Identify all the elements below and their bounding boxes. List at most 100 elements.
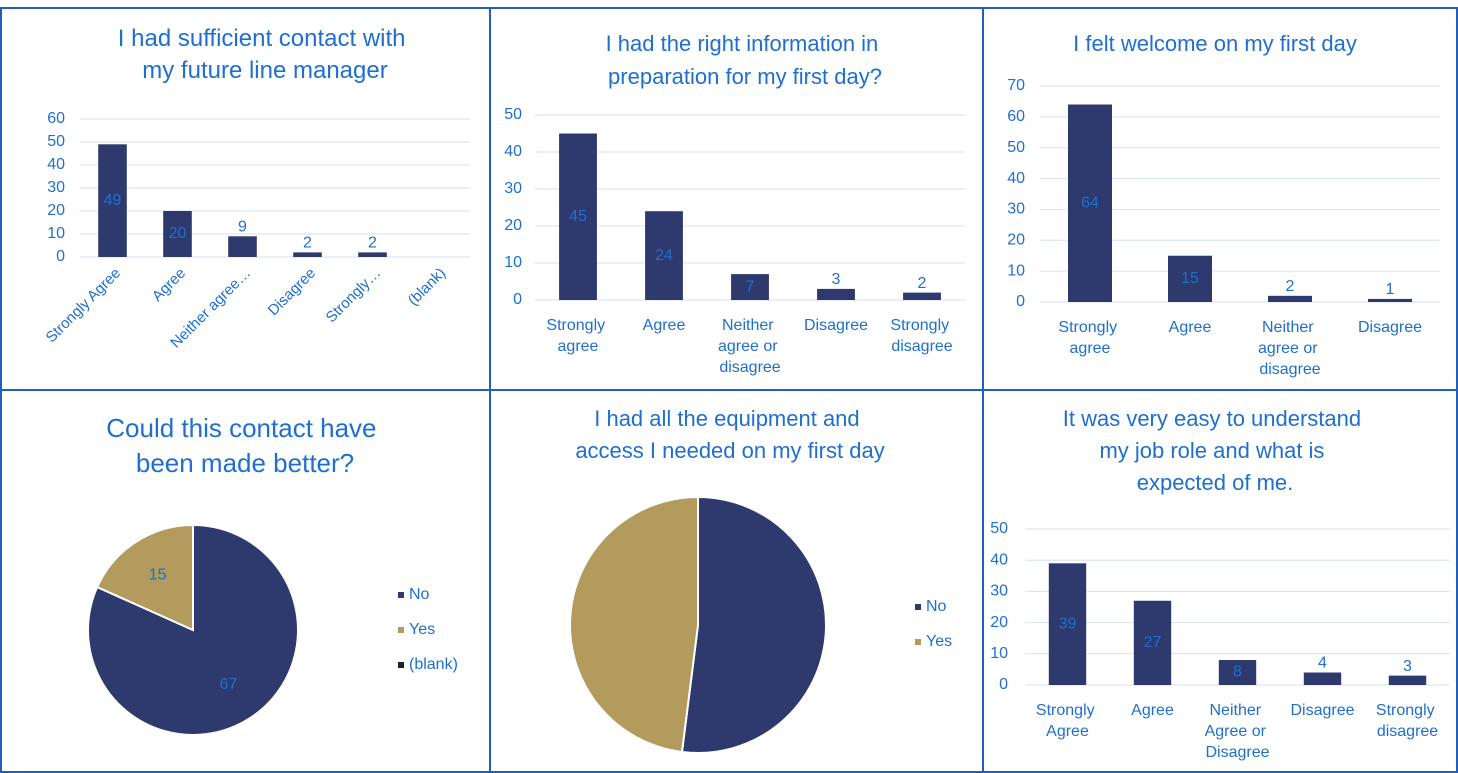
y-tick-label: 20 <box>990 614 1008 631</box>
value-label: 2 <box>368 235 377 252</box>
value-label: 8 <box>1233 664 1242 681</box>
x-tick-label: Strongly Agree <box>1036 702 1099 740</box>
value-label: 20 <box>169 225 187 242</box>
x-tick-label: Agree <box>1131 702 1174 719</box>
y-tick-label: 50 <box>504 106 522 123</box>
text-line: Neither <box>1209 702 1265 719</box>
legend-label: No <box>409 586 430 603</box>
y-tick-label: 20 <box>1007 232 1025 249</box>
y-tick-label: 30 <box>1007 201 1025 218</box>
text-line: my job role and what is <box>1099 438 1330 463</box>
pie-slice <box>680 495 827 754</box>
bar <box>1048 563 1087 685</box>
y-tick-label: 40 <box>990 551 1008 568</box>
text-line: been made better? <box>136 448 354 478</box>
bar <box>1068 104 1112 302</box>
text-line: Disagree <box>1290 702 1354 719</box>
legend-label: (blank) <box>409 656 458 673</box>
value-label: 24 <box>655 247 673 264</box>
y-tick-label: 70 <box>1007 77 1025 94</box>
bar <box>1303 672 1342 685</box>
bar <box>1168 255 1212 302</box>
text-line: Disagree <box>1205 744 1269 761</box>
value-label: 3 <box>1403 658 1412 675</box>
y-tick-label: 40 <box>47 156 65 173</box>
bar <box>1388 675 1427 685</box>
y-tick-label: 10 <box>47 225 65 242</box>
text-line: expected of me. <box>1137 470 1294 495</box>
legend-label: Yes <box>926 633 952 650</box>
value-label: 2 <box>303 235 312 252</box>
bar <box>903 292 941 300</box>
bar <box>559 133 597 300</box>
bar <box>1268 295 1312 302</box>
value-label: 49 <box>104 192 122 209</box>
chart-title: I had all the equipment and access I nee… <box>575 406 884 463</box>
value-label: 9 <box>238 219 247 236</box>
bar <box>1133 600 1172 685</box>
x-tick-label: Disagree <box>1290 702 1354 719</box>
text-line: Strongly <box>546 317 609 334</box>
y-tick-label: 20 <box>504 217 522 234</box>
legend-swatch <box>915 604 921 610</box>
y-tick-label: 50 <box>47 133 65 150</box>
y-tick-label: 30 <box>47 179 65 196</box>
value-label: 27 <box>1144 634 1162 651</box>
x-tick-label: Disagree <box>804 317 868 334</box>
text-line: Could this contact have <box>106 413 384 443</box>
bar <box>98 144 127 257</box>
y-tick-label: 30 <box>504 180 522 197</box>
bar <box>163 211 192 257</box>
value-label: 64 <box>1081 194 1099 211</box>
y-tick-label: 40 <box>1007 170 1025 187</box>
value-label: 39 <box>1059 615 1077 632</box>
text-line: I had sufficient contact with <box>118 25 412 52</box>
y-tick-label: 10 <box>504 254 522 271</box>
value-label: 4 <box>1318 655 1327 672</box>
y-tick-label: 40 <box>504 143 522 160</box>
legend-swatch <box>398 662 404 668</box>
y-tick-label: 60 <box>47 110 65 127</box>
text-line: disagree <box>1377 723 1438 740</box>
x-tick-label: Strongly agree <box>1058 319 1121 357</box>
text-line: preparation for my first day? <box>608 64 882 89</box>
text-line: disagree <box>719 359 780 376</box>
text-line: Agree or <box>1205 723 1271 740</box>
text-line: Strongly <box>1376 702 1439 719</box>
x-tick-label: Neither agree or disagree <box>1258 319 1322 378</box>
y-tick-label: 60 <box>1007 108 1025 125</box>
text-line: Agree <box>1169 319 1212 336</box>
text-line: Neither <box>1262 319 1318 336</box>
text-line: It was very easy to understand <box>1063 406 1368 431</box>
text-line: disagree <box>891 338 952 355</box>
y-tick-label: 0 <box>513 291 522 308</box>
value-label: 2 <box>918 275 927 292</box>
legend-swatch <box>915 639 921 645</box>
x-tick-label: Agree <box>643 317 686 334</box>
text-line: Disagree <box>1358 319 1422 336</box>
text-line: I had the right information in <box>606 31 885 56</box>
chart-title: I had the right information in preparati… <box>606 31 885 89</box>
bar <box>358 252 387 257</box>
y-tick-label: 0 <box>1016 293 1025 310</box>
pie-slice <box>569 495 699 754</box>
y-tick-label: 0 <box>56 248 65 265</box>
text-line: Strongly <box>1058 319 1121 336</box>
x-tick-label: Neither agree or disagree <box>718 317 782 376</box>
legend-label: No <box>926 598 947 615</box>
legend-swatch <box>398 592 404 598</box>
legend-swatch <box>398 627 404 633</box>
bar <box>817 288 855 300</box>
x-tick-label: Strongly disagree <box>1376 702 1439 740</box>
chart-title: I felt welcome on my first day <box>1073 31 1357 56</box>
text-line: Agree <box>1131 702 1174 719</box>
y-tick-label: 50 <box>990 520 1008 537</box>
y-tick-label: 0 <box>999 676 1008 693</box>
bar <box>731 274 769 300</box>
chart-title: I had sufficient contact with my future … <box>118 25 412 84</box>
text-line: agree <box>1070 340 1111 357</box>
y-tick-label: 20 <box>47 202 65 219</box>
bar <box>228 236 257 257</box>
pie-slice <box>95 523 194 632</box>
